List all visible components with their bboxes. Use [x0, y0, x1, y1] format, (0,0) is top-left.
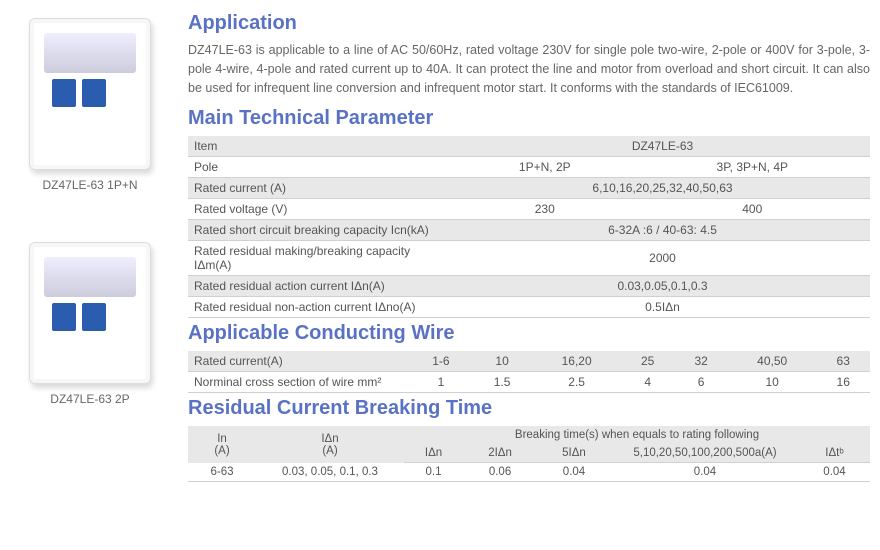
- bt-sub: IΔn: [404, 444, 463, 463]
- param-label: Rated residual action current IΔn(A): [188, 276, 455, 297]
- bt-cell: 6-63: [188, 463, 256, 482]
- breaking-table: In(A) IΔn(A) Breaking time(s) when equal…: [188, 426, 870, 482]
- bt-sub: 2IΔn: [463, 444, 537, 463]
- content-column: Application DZ47LE-63 is applicable to a…: [188, 8, 870, 482]
- wire-cell: 1.5: [472, 372, 532, 393]
- param-value: 0.5IΔn: [455, 297, 870, 318]
- product-caption-2: DZ47LE-63 2P: [10, 392, 170, 406]
- param-label: Rated short circuit breaking capacity Ic…: [188, 220, 455, 241]
- bt-sub: 5,10,20,50,100,200,500a(A): [611, 444, 799, 463]
- param-value: 6-32A :6 / 40-63: 4.5: [455, 220, 870, 241]
- application-heading: Application: [188, 12, 870, 35]
- bt-cell: 0.03, 0.05, 0.1, 0.3: [256, 463, 404, 482]
- bt-cell: 0.1: [404, 463, 463, 482]
- wire-cell: 16: [816, 372, 870, 393]
- wire-cell: 10: [728, 372, 817, 393]
- application-text: DZ47LE-63 is applicable to a line of AC …: [188, 41, 870, 97]
- param-value: 400: [635, 199, 870, 220]
- param-value: 6,10,16,20,25,32,40,50,63: [455, 178, 870, 199]
- wire-cell: 4: [621, 372, 674, 393]
- bt-head-span: Breaking time(s) when equals to rating f…: [404, 426, 870, 444]
- wire-header: 16,20: [532, 351, 621, 372]
- param-label: Rated voltage (V): [188, 199, 455, 220]
- param-value: DZ47LE-63: [455, 136, 870, 157]
- bt-head: In(A): [188, 426, 256, 463]
- wire-table: Rated current(A) 1-6 10 16,20 25 32 40,5…: [188, 351, 870, 393]
- param-label: Rated residual non-action current IΔno(A…: [188, 297, 455, 318]
- wire-header: 32: [674, 351, 727, 372]
- product-images-column: DZ47LE-63 1P+N DZ47LE-63 2P: [10, 8, 170, 482]
- bt-cell: 0.04: [537, 463, 611, 482]
- wire-header: 40,50: [728, 351, 817, 372]
- wire-header: 10: [472, 351, 532, 372]
- param-value: 2000: [455, 241, 870, 276]
- param-label: Pole: [188, 157, 455, 178]
- bt-cell: 0.04: [799, 463, 870, 482]
- product-image-2: [29, 242, 151, 384]
- bt-sub: IΔtᵇ: [799, 444, 870, 463]
- bt-cell: 0.06: [463, 463, 537, 482]
- param-value: 0.03,0.05,0.1,0.3: [455, 276, 870, 297]
- bt-head: IΔn(A): [256, 426, 404, 463]
- param-label: Rated residual making/breaking capacity …: [188, 241, 455, 276]
- wire-header: Rated current(A): [188, 351, 410, 372]
- param-value: 3P, 3P+N, 4P: [635, 157, 870, 178]
- product-image-1: [29, 18, 151, 170]
- wire-cell: Norminal cross section of wire mm²: [188, 372, 410, 393]
- wire-cell: 2.5: [532, 372, 621, 393]
- wire-cell: 6: [674, 372, 727, 393]
- parameters-table: ItemDZ47LE-63 Pole1P+N, 2P3P, 3P+N, 4P R…: [188, 136, 870, 318]
- wire-header: 25: [621, 351, 674, 372]
- param-label: Rated current (A): [188, 178, 455, 199]
- param-value: 230: [455, 199, 635, 220]
- wire-header: 63: [816, 351, 870, 372]
- wire-heading: Applicable Conducting Wire: [188, 322, 870, 345]
- product-caption-1: DZ47LE-63 1P+N: [10, 178, 170, 192]
- bt-cell: 0.04: [611, 463, 799, 482]
- bt-sub: 5IΔn: [537, 444, 611, 463]
- wire-header: 1-6: [410, 351, 472, 372]
- wire-cell: 1: [410, 372, 472, 393]
- parameters-heading: Main Technical Parameter: [188, 107, 870, 130]
- param-value: 1P+N, 2P: [455, 157, 635, 178]
- breaking-heading: Residual Current Breaking Time: [188, 397, 870, 420]
- param-label: Item: [188, 136, 455, 157]
